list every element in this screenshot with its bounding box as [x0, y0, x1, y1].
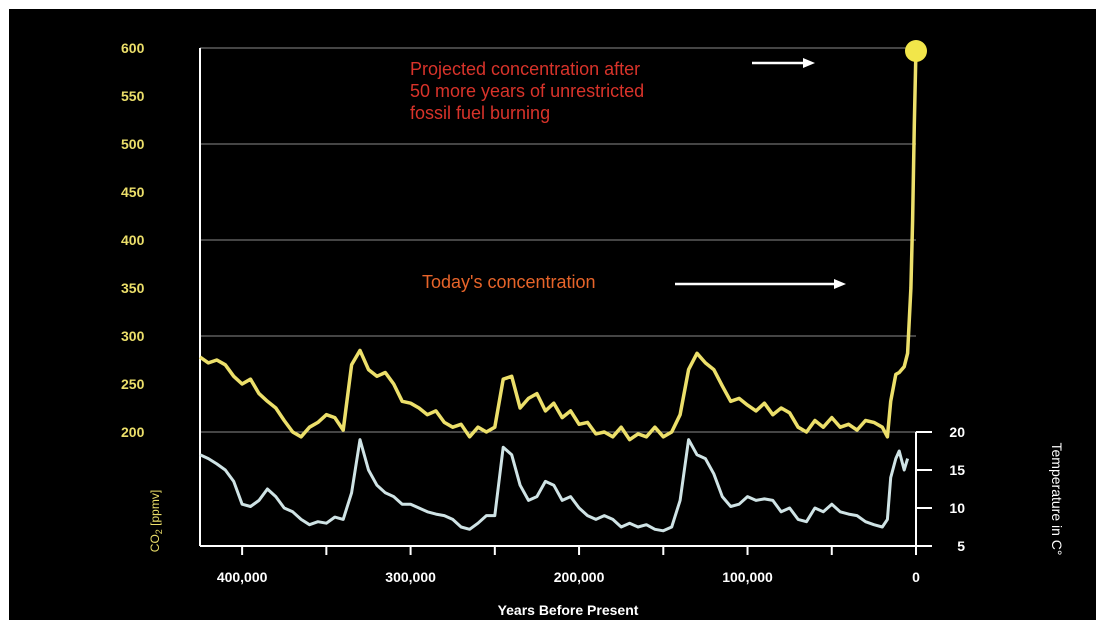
temperature-tick-label: 5 — [957, 538, 965, 554]
co2-axis-ticks: 600 550 500 450 400 350 300 250 200 — [121, 40, 145, 440]
x-tick-label: 200,000 — [554, 569, 605, 585]
co2-tick-label: 550 — [121, 88, 145, 104]
co2-tick-label: 400 — [121, 232, 145, 248]
chart: 600 550 500 450 400 350 300 250 200 20 15 10 5 400,… — [121, 40, 1065, 618]
x-axis-title: Years Before Present — [498, 602, 639, 618]
temperature-axis-ticks: 20 15 10 5 — [916, 424, 965, 554]
temperature-tick-label: 20 — [949, 424, 965, 440]
today-arrow — [675, 279, 846, 289]
co2-tick-label: 450 — [121, 184, 145, 200]
temperature-tick-label: 10 — [949, 500, 965, 516]
projected-annotation-line3: fossil fuel burning — [410, 103, 550, 123]
axes — [199, 48, 917, 547]
chart-frame: 600 550 500 450 400 350 300 250 200 20 15 10 5 400,… — [9, 9, 1096, 620]
projected-arrow — [752, 58, 815, 68]
temperature-axis-label: Temperature in C° — [1049, 443, 1065, 556]
co2-axis-label: CO2 [ppmv] — [148, 490, 164, 552]
series-layer — [199, 40, 927, 533]
co2-tick-label: 500 — [121, 136, 145, 152]
x-axis-ticks: 400,000 300,000 200,000 100,000 0 — [217, 546, 920, 585]
co2-tick-label: 300 — [121, 328, 145, 344]
projected-annotation-line2: 50 more years of unrestricted — [410, 81, 644, 101]
temperature-tick-label: 15 — [949, 462, 965, 478]
co2-tick-label: 350 — [121, 280, 145, 296]
x-tick-label: 0 — [912, 569, 920, 585]
x-tick-label: 400,000 — [217, 569, 268, 585]
projected-annotation-line1: Projected concentration after — [410, 59, 640, 79]
co2-tick-label: 250 — [121, 376, 145, 392]
co2-series-line — [199, 47, 918, 442]
co2-tick-label: 600 — [121, 40, 145, 56]
x-tick-label: 300,000 — [385, 569, 436, 585]
co2-tick-label: 200 — [121, 424, 145, 440]
today-annotation: Today's concentration — [422, 272, 596, 292]
x-tick-label: 100,000 — [722, 569, 773, 585]
gridlines — [200, 47, 916, 433]
projected-point-marker — [905, 40, 927, 62]
temperature-series-line — [199, 438, 910, 533]
